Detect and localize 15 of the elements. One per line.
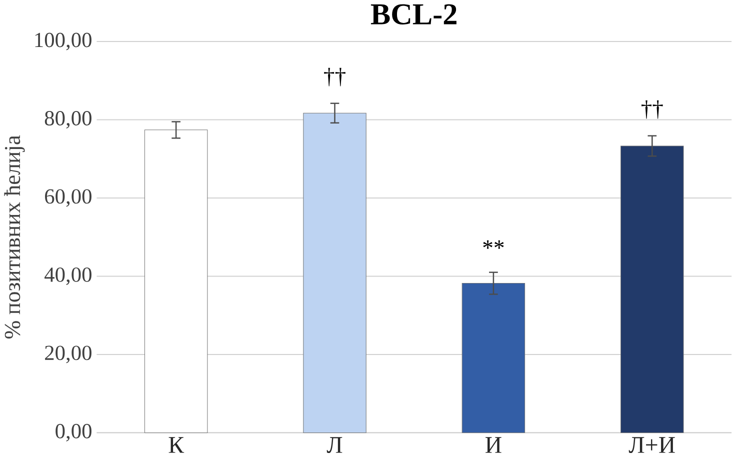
y-tick-label: 20,00	[45, 346, 92, 364]
x-tick-label: Л+И	[628, 437, 675, 453]
annotation: ††	[642, 100, 663, 119]
x-tick-label: Л	[326, 437, 342, 453]
y-tick-label: 0,00	[56, 424, 92, 442]
chart-title: BCL-2	[370, 4, 456, 24]
x-tick-label: И	[486, 437, 502, 453]
y-tick-label: 60,00	[45, 189, 92, 207]
y-axis-title: % позитивних ћелија	[4, 135, 25, 338]
y-tick-label: 80,00	[44, 110, 92, 128]
annotation: ††	[324, 68, 346, 86]
annotation: **	[483, 240, 504, 249]
x-tick-label: К	[168, 437, 184, 453]
y-tick-label: 40,00	[44, 267, 92, 285]
y-tick-label: 100,00	[35, 32, 92, 50]
